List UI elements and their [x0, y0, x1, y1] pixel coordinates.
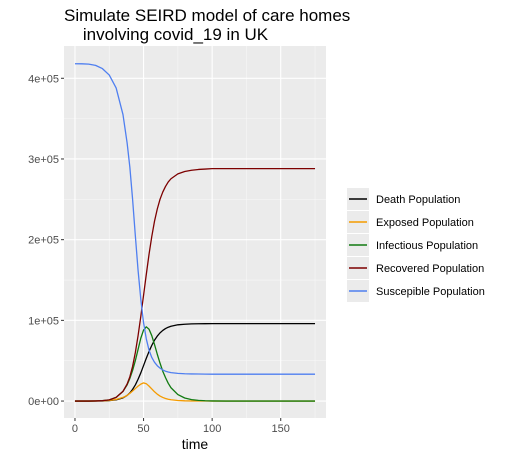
y-tick-label: 1e+05 — [28, 315, 59, 327]
y-tick-label: 0e+00 — [28, 396, 59, 408]
x-tick-label: 50 — [137, 423, 149, 435]
x-axis-label: time — [182, 436, 209, 452]
legend-label: Death Population — [376, 194, 460, 206]
axes: 0 50 100 150 0e+00 1e+05 2e+05 3e+05 4e+05 — [28, 73, 290, 435]
y-tick-label: 2e+05 — [28, 235, 59, 247]
legend-label: Infectious Population — [376, 240, 478, 252]
legend-label: Recovered Population — [376, 263, 484, 275]
x-tick-label: 150 — [272, 423, 290, 435]
x-tick-label: 0 — [72, 423, 78, 435]
chart-title: Simulate SEIRD model of care homes invol… — [64, 6, 351, 44]
series-line-4 — [74, 168, 316, 402]
y-tick-label: 4e+05 — [28, 73, 59, 85]
legend: Death Population Exposed Population Infect… — [347, 188, 485, 302]
series-lines — [74, 63, 316, 402]
y-tick-label: 3e+05 — [28, 154, 59, 166]
plot-panel — [64, 46, 326, 418]
x-tick-label: 100 — [203, 423, 221, 435]
legend-label: Suscepible Population — [376, 286, 485, 298]
legend-label: Exposed Population — [376, 217, 474, 229]
series-line-5 — [74, 63, 316, 375]
